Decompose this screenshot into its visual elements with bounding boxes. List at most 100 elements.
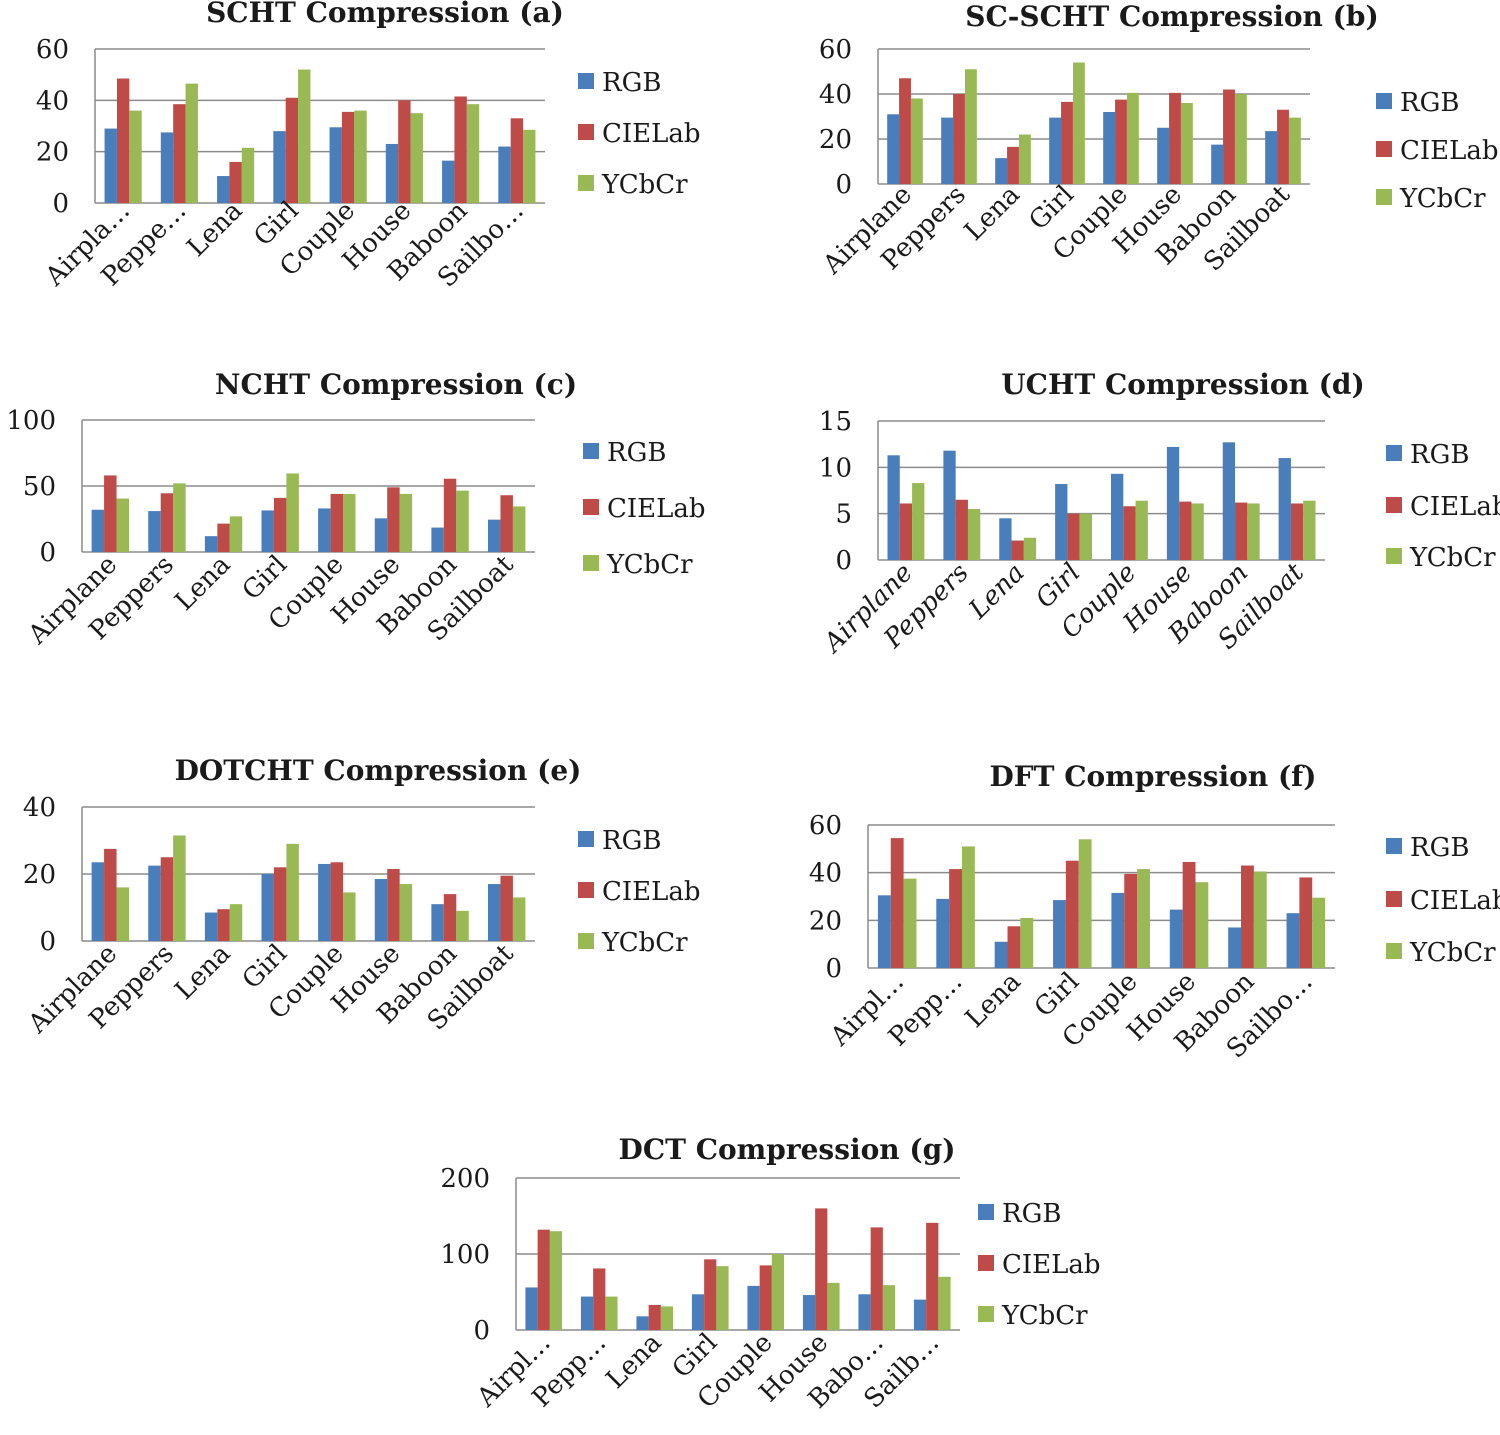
legend-swatch-cielab: [1386, 891, 1402, 907]
y-tick-label: 60: [809, 811, 842, 841]
legend-swatch-rgb: [1376, 93, 1392, 109]
bar-rgb-airpla: [104, 128, 117, 203]
bar-ycbcr-sailbo: [523, 129, 536, 203]
x-category-label: Lena: [181, 196, 248, 263]
legend-label-cielab: CIELab: [1002, 1250, 1101, 1280]
bar-cielab-sailboat: [500, 875, 513, 941]
bar-rgb-peppers: [148, 511, 161, 552]
bar-cielab-lena: [648, 1304, 661, 1330]
bar-rgb-baboon: [431, 527, 444, 552]
bar-ycbcr-airplane: [116, 887, 129, 941]
bar-ycbcr-couple: [343, 892, 356, 941]
bar-ycbcr-peppers: [173, 835, 186, 941]
chart-g: DCT Compression (g)0100200Airpl…Pepp…Len…: [440, 1133, 1100, 1415]
bar-rgb-house: [1166, 446, 1180, 560]
y-tick-label: 0: [39, 927, 56, 957]
legend-swatch-ycbcr: [1386, 943, 1402, 959]
y-tick-label: 40: [819, 80, 852, 110]
bar-ycbcr-house: [410, 113, 423, 203]
legend-swatch-rgb: [578, 73, 594, 89]
bar-cielab-lena: [1007, 926, 1021, 968]
bar-ycbcr-pepp: [961, 846, 975, 968]
bar-ycbcr-house: [1195, 882, 1209, 968]
legend-swatch-rgb: [1386, 445, 1402, 461]
bar-rgb-girl: [1049, 117, 1062, 184]
bar-cielab-peppers: [955, 499, 968, 560]
legend-label-rgb: RGB: [607, 438, 666, 468]
bar-rgb-girl: [261, 874, 274, 941]
bar-cielab-sailb: [926, 1222, 939, 1330]
bar-cielab-baboon: [443, 478, 457, 552]
bar-rgb-peppers: [943, 450, 956, 560]
legend-label-ycbcr: YCbCr: [1409, 543, 1496, 573]
y-tick-label: 10: [819, 453, 852, 483]
bar-cielab-house: [1169, 92, 1181, 184]
legend-swatch-cielab: [583, 499, 599, 515]
y-tick-label: 0: [39, 538, 56, 568]
bar-cielab-babo: [870, 1227, 883, 1330]
legend-label-cielab: CIELab: [607, 494, 706, 524]
y-tick-label: 60: [819, 35, 852, 65]
bar-rgb-sailboat: [488, 884, 501, 941]
bar-ycbcr-lena: [241, 147, 255, 203]
bar-rgb-lena: [999, 518, 1012, 560]
legend-swatch-ycbcr: [1376, 189, 1392, 205]
bar-rgb-couple: [1103, 112, 1116, 184]
bar-cielab-baboon: [454, 96, 467, 203]
bar-cielab-house: [1179, 501, 1192, 560]
bar-rgb-airpl: [877, 895, 891, 968]
bar-ycbcr-baboon: [1247, 503, 1260, 560]
bar-rgb-girl: [1055, 484, 1068, 560]
bar-cielab-house: [398, 100, 411, 203]
bar-cielab-couple: [330, 862, 344, 941]
bar-ycbcr-house: [827, 1282, 840, 1330]
chart-title: DCT Compression (g): [619, 1133, 956, 1166]
bar-rgb-peppe: [160, 132, 174, 203]
y-tick-label: 50: [23, 472, 56, 502]
chart-a: SCHT Compression (a)0204060Airpla…Peppe……: [36, 0, 701, 293]
bar-rgb-sailboat: [488, 519, 501, 552]
legend-swatch-cielab: [578, 124, 594, 140]
bar-cielab-house: [387, 487, 400, 552]
bar-ycbcr-house: [1180, 103, 1193, 184]
legend-label-cielab: CIELab: [1410, 492, 1500, 522]
bar-cielab-airpl: [537, 1229, 550, 1330]
bar-rgb-couple: [318, 863, 331, 941]
legend-label-rgb: RGB: [602, 68, 661, 98]
bar-ycbcr-lena: [229, 516, 243, 552]
bar-ycbcr-sailb: [938, 1276, 951, 1330]
y-tick-label: 0: [825, 954, 842, 984]
bar-rgb-couple: [318, 508, 331, 552]
y-tick-label: 0: [835, 170, 852, 200]
bar-ycbcr-couple: [354, 110, 367, 203]
bar-ycbcr-girl: [286, 473, 299, 552]
bar-ycbcr-baboon: [1234, 94, 1247, 184]
bar-rgb-lena: [204, 536, 218, 552]
bar-rgb-airplane: [91, 862, 105, 941]
bar-ycbcr-lena: [1023, 537, 1037, 560]
bar-cielab-lena: [1011, 540, 1024, 560]
bar-rgb-house: [1157, 127, 1170, 184]
bar-ycbcr-girl: [286, 843, 299, 941]
bar-cielab-lena: [217, 909, 230, 941]
bar-rgb-lena: [995, 158, 1008, 184]
bar-ycbcr-sailboat: [512, 506, 526, 552]
bar-ycbcr-house: [1191, 503, 1204, 560]
bar-ycbcr-sailboat: [512, 897, 526, 941]
bar-ycbcr-girl: [1078, 839, 1092, 968]
bar-ycbcr-house: [399, 493, 413, 552]
bar-rgb-airplane: [91, 509, 105, 552]
bar-rgb-pepp: [580, 1296, 594, 1330]
chart-c: NCHT Compression (c)050100AirplanePepper…: [6, 368, 705, 651]
legend-swatch-cielab: [1386, 497, 1402, 513]
bar-cielab-lena: [1007, 146, 1019, 184]
legend-label-rgb: RGB: [1410, 833, 1469, 863]
x-category-label: Lena: [169, 550, 236, 617]
bar-rgb-house: [374, 879, 388, 941]
legend-swatch-ycbcr: [978, 1306, 994, 1322]
y-tick-label: 100: [6, 406, 56, 436]
bar-rgb-baboon: [442, 160, 455, 203]
bar-cielab-lena: [229, 161, 242, 203]
bar-rgb-airpl: [525, 1287, 538, 1330]
x-category-label: Lena: [960, 967, 1027, 1034]
